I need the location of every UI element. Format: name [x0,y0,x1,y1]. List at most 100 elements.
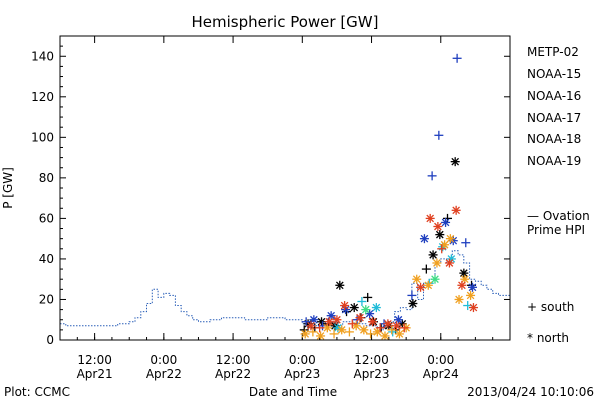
point-metp-02 [450,157,460,167]
point-noaa-19 [383,319,393,329]
legend-south-marker: + south [527,300,574,314]
point-noaa-19 [347,319,357,329]
point-metp-02 [408,299,418,309]
point-noaa-17 [361,305,371,315]
y-axis-label: P [GW] [1,167,15,209]
y-tick-label: 60 [39,211,54,225]
x-tick-time-label: 12:00 [216,353,251,367]
point-noaa-18 [445,234,455,244]
x-tick-date-label: Apr23 [284,367,320,381]
legend-entry-noaa-19: NOAA-19 [527,154,581,168]
point-noaa-16 [333,323,343,333]
legend-model-label-2: Prime HPI [527,223,585,237]
x-tick-date-label: Apr22 [146,367,182,381]
point-metp-02 [459,268,469,278]
x-tick-time-label: 12:00 [354,353,389,367]
y-tick-label: 120 [31,90,54,104]
point-noaa-19 [392,321,402,331]
point-noaa-15 [461,238,471,248]
point-noaa-19 [437,244,447,254]
ovation-prime-hpi-line [60,250,511,331]
x-axis-label: Date and Time [249,385,337,399]
plot-timestamp: 2013/04/24 10:10:06 [467,385,594,399]
point-metp-02 [421,264,431,274]
point-noaa-19 [416,282,426,292]
point-noaa-18 [337,325,347,335]
point-noaa-19 [444,258,454,268]
point-noaa-18 [432,258,442,268]
point-noaa-19 [375,323,385,333]
y-tick-label: 140 [31,49,54,63]
point-metp-02 [435,230,445,240]
point-noaa-15 [434,130,444,140]
point-noaa-18 [412,274,422,284]
point-noaa-19 [324,317,334,327]
y-tick-label: 20 [39,292,54,306]
legend-north-marker: * north [527,331,569,345]
point-noaa-16 [371,303,381,313]
point-noaa-16 [388,327,398,337]
legend-entry-noaa-15: NOAA-15 [527,67,581,81]
point-noaa-19 [468,303,478,313]
point-noaa-15 [452,53,462,63]
point-noaa-15 [301,317,311,327]
x-tick-date-label: Apr22 [215,367,251,381]
point-noaa-15 [427,171,437,181]
point-noaa-19 [433,222,443,232]
point-noaa-19 [368,317,377,327]
point-metp-02 [349,303,359,313]
plot-source-label: Plot: CCMC [4,385,70,399]
satellite-points [299,53,478,341]
x-tick-date-label: Apr24 [423,367,459,381]
point-noaa-18 [322,323,332,333]
x-tick-time-label: 0:00 [150,353,177,367]
x-tick-date-label: Apr21 [77,367,113,381]
x-tick-time-label: 0:00 [427,353,454,367]
point-noaa-18 [359,325,369,335]
legend-entry-metp-02: METP-02 [527,45,579,59]
y-tick-label: 80 [39,171,54,185]
point-noaa-15 [407,290,417,300]
ovation-model-line [60,250,511,331]
point-noaa-15 [419,234,429,244]
point-noaa-18 [380,331,390,341]
point-noaa-18 [423,280,433,290]
point-noaa-18 [316,331,326,341]
point-noaa-15 [468,282,477,292]
point-noaa-19 [306,321,316,331]
point-metp-02 [428,250,438,260]
point-noaa-19 [355,313,365,323]
legend-model-label: — Ovation [527,209,590,223]
point-noaa-15 [326,311,336,321]
legend-entry-noaa-18: NOAA-18 [527,132,581,146]
point-noaa-18 [366,329,376,339]
x-tick-time-label: 0:00 [289,353,316,367]
point-noaa-19 [340,301,350,311]
legend-entry-noaa-17: NOAA-17 [527,111,581,125]
point-noaa-18 [394,329,404,339]
point-noaa-18 [454,294,464,304]
y-tick-label: 40 [39,252,54,266]
point-metp-02 [335,280,345,290]
point-noaa-19 [399,323,409,333]
x-tick-time-label: 12:00 [77,353,112,367]
point-noaa-15 [441,217,451,227]
x-tick-date-label: Apr23 [354,367,390,381]
point-noaa-18 [308,327,318,337]
point-noaa-18 [344,327,354,337]
chart-title: Hemispheric Power [GW] [192,13,379,31]
y-tick-label: 100 [31,130,54,144]
point-noaa-19 [457,280,467,290]
point-noaa-18 [351,321,361,331]
point-noaa-19 [332,315,342,325]
y-tick-label: 0 [46,333,54,347]
plot-frame [59,35,511,341]
point-noaa-18 [300,329,310,339]
point-noaa-18 [387,325,397,335]
legend: METP-02 NOAA-15 NOAA-16 NOAA-17 NOAA-18 … [527,45,590,345]
point-noaa-19 [425,213,435,223]
point-metp-02 [363,292,373,302]
point-noaa-16 [357,296,367,306]
axes-layer: 02040608010012014012:00Apr210:00Apr2212:… [31,35,511,381]
